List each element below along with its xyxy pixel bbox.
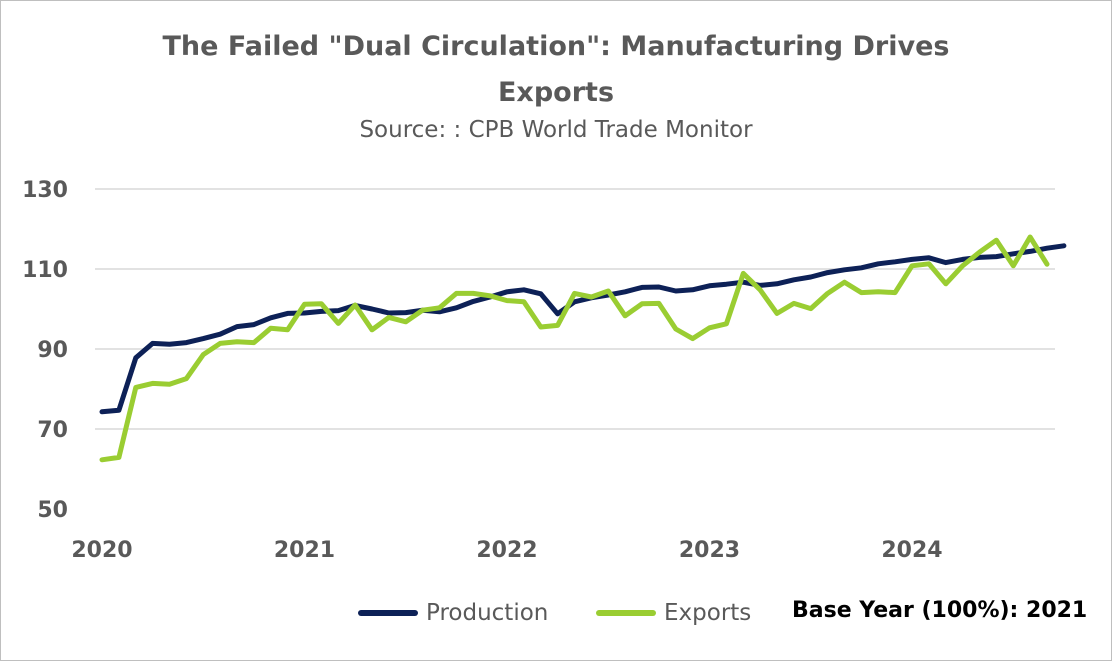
x-tick-label-2023: 2023 — [679, 538, 740, 563]
base-year-note: Base Year (100%): 2021 — [792, 598, 1088, 623]
x-tick-label-2021: 2021 — [274, 538, 335, 563]
legend-label-production: Production — [426, 600, 549, 626]
x-tick-label-2020: 2020 — [71, 538, 132, 563]
legend-swatch-exports — [596, 610, 656, 616]
series-line-production — [99, 243, 1067, 415]
y-tick-label-110: 110 — [22, 258, 68, 283]
chart-title-line-2: Exports — [497, 77, 615, 108]
series-line-exports — [99, 234, 1050, 463]
legend-item-exports: Exports — [596, 596, 751, 630]
chart-subtitle: Source: : CPB World Trade Monitor — [359, 117, 753, 143]
y-tick-label-50: 50 — [37, 498, 68, 523]
x-tick-label-2022: 2022 — [476, 538, 537, 563]
x-tick-label-2024: 2024 — [881, 538, 942, 563]
chart-title-line-1: The Failed "Dual Circulation": Manufactu… — [162, 31, 950, 62]
legend-swatch-production — [358, 610, 418, 616]
legend-label-exports: Exports — [664, 600, 752, 626]
legend-item-production: Production — [358, 596, 548, 630]
y-tick-label-130: 130 — [22, 178, 68, 203]
y-tick-label-90: 90 — [37, 338, 68, 363]
y-tick-label-70: 70 — [37, 418, 68, 443]
